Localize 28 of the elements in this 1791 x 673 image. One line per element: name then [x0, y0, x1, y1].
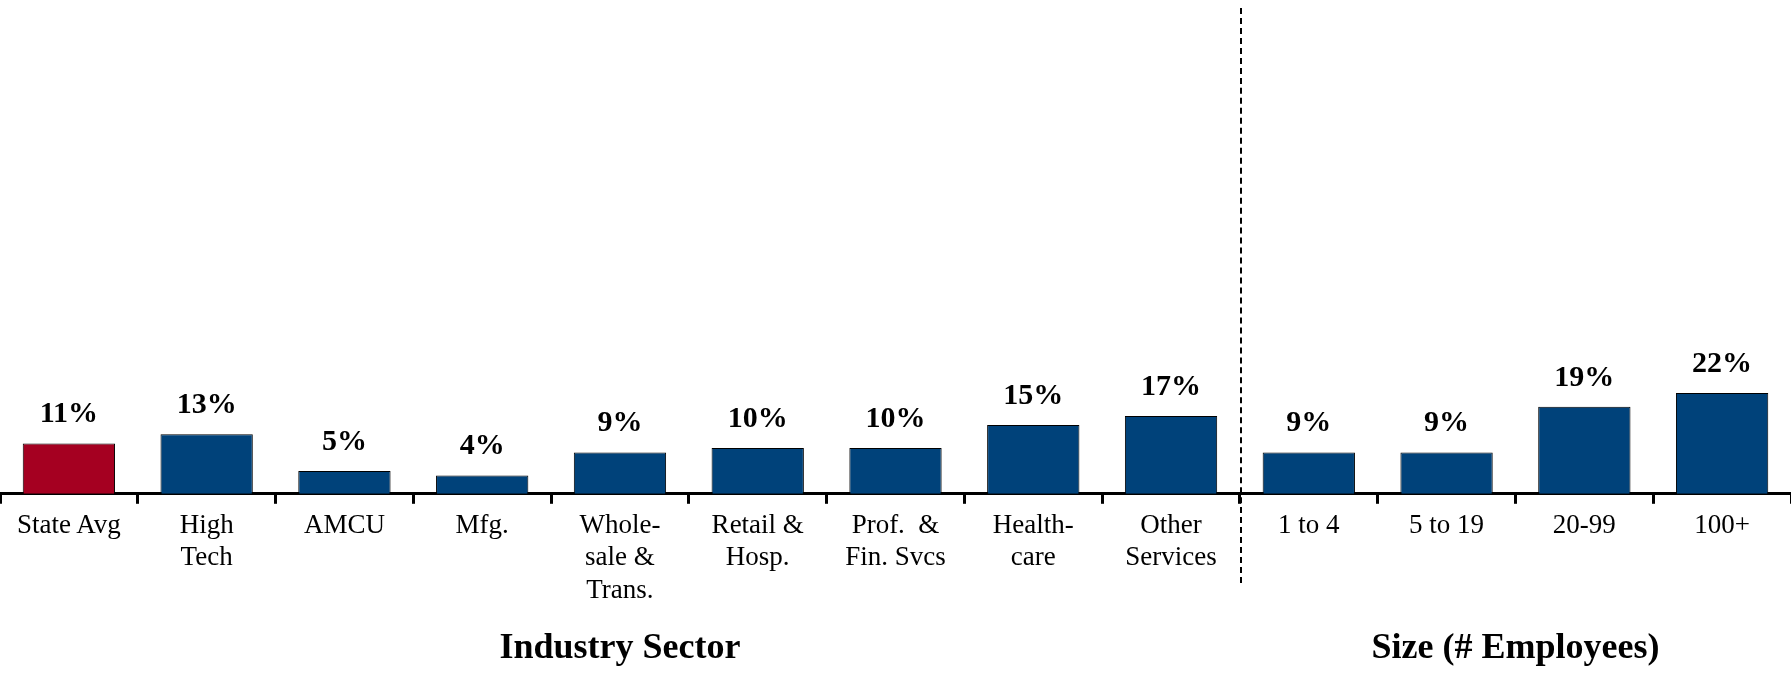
x-tick-label: Mfg.: [455, 509, 509, 540]
x-tick-label: Health- care: [992, 509, 1074, 572]
x-tick-label: Prof. & Fin. Svcs: [845, 509, 946, 572]
x-tick-label: 100+: [1694, 509, 1750, 540]
x-tick-label: 1 to 4: [1278, 509, 1341, 540]
data-label: 9%: [1286, 404, 1332, 438]
text: Industry Sector: [499, 625, 741, 667]
x-tick-label: 20-99: [1552, 509, 1616, 540]
x-tick-label: State Avg: [17, 509, 121, 540]
x-tick-label: AMCU: [303, 509, 385, 540]
data-label: 15%: [1003, 376, 1064, 410]
data-label: 10%: [727, 399, 788, 433]
data-label: 5%: [321, 422, 367, 456]
text: Size (# Employees): [1371, 625, 1660, 667]
data-label: 11%: [39, 395, 99, 429]
x-tick-label: Retail & Hosp.: [711, 509, 804, 572]
data-label: 10%: [865, 399, 926, 433]
x-tick-label: 5 to 19: [1409, 509, 1485, 540]
data-label: 13%: [176, 385, 237, 419]
x-tick-label: Whole- sale & Trans.: [579, 509, 661, 604]
data-label: 22%: [1692, 344, 1753, 378]
x-tick-label: High Tech: [179, 509, 235, 572]
data-label: 19%: [1554, 358, 1615, 392]
data-label: 9%: [597, 404, 643, 438]
data-label: 9%: [1424, 404, 1470, 438]
data-label: 4%: [459, 427, 505, 461]
data-label: 17%: [1141, 367, 1202, 401]
x-tick-label: Other Services: [1125, 509, 1217, 572]
